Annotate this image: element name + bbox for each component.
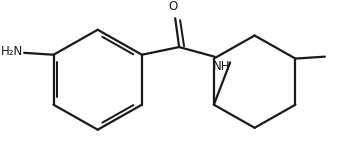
Text: NH: NH (213, 60, 230, 73)
Text: O: O (168, 0, 178, 13)
Text: H₂N: H₂N (1, 45, 24, 58)
